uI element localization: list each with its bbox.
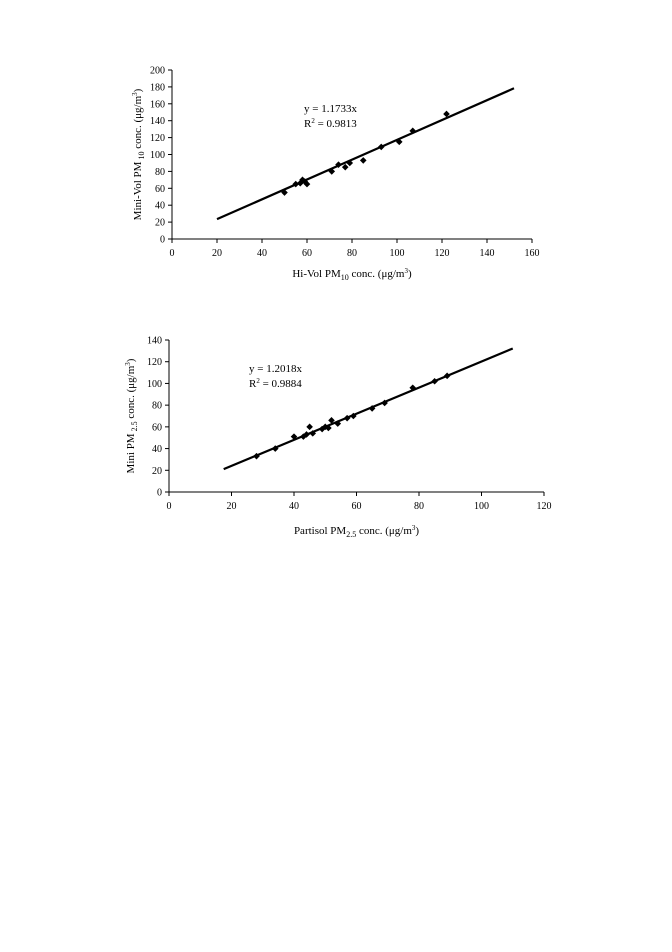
data-point [303, 180, 311, 188]
y-tick-label: 80 [155, 167, 165, 178]
x-tick-label: 100 [474, 501, 489, 512]
chart-pm25-scatter: 0 20 40 60 80 100 120 140 0 20 40 60 80 100 120 y = 1.2… [124, 336, 552, 540]
y-tick-label: 20 [155, 218, 165, 229]
y-axis-label: Mini PM 2.5 conc. (μg/m3) [124, 358, 139, 473]
data-point [328, 417, 335, 424]
data-point [328, 168, 336, 175]
data-point [290, 433, 298, 440]
y-tick-label: 140 [147, 336, 162, 347]
y-tick-label: 120 [150, 133, 165, 144]
x-tick-label: 80 [347, 248, 357, 259]
equation-label: y = 1.1733x [304, 103, 357, 115]
x-tick-label: 80 [414, 501, 424, 512]
data-point [381, 399, 388, 407]
data-point [303, 431, 310, 438]
data-point [335, 161, 342, 168]
x-axis-label: Partisol PM2.5 conc. (μg/m3) [294, 524, 419, 539]
data-point [271, 445, 279, 452]
x-tick-label: 160 [525, 248, 540, 259]
y-tick-label: 160 [150, 99, 165, 110]
x-tick-label: 60 [302, 248, 312, 259]
chart-pm10-scatter: 0 20 40 60 80 100 120 140 160 180 200 0 20 40 60 80 100 1… [131, 66, 540, 283]
data-point [301, 178, 309, 185]
data-point [334, 420, 342, 427]
y-tick-label: 40 [152, 444, 162, 455]
data-point [281, 189, 288, 196]
y-tick-label: 0 [160, 235, 165, 246]
y-tick-label: 200 [150, 66, 165, 77]
data-point [431, 377, 438, 385]
y-tick-label: 100 [147, 379, 162, 390]
y-tick-label: 80 [152, 401, 162, 412]
x-tick-label: 0 [167, 501, 172, 512]
x-tick-label: 120 [435, 248, 450, 259]
trendline [216, 87, 515, 221]
y-tick-label: 20 [152, 466, 162, 477]
y-tick-label: 180 [150, 82, 165, 93]
y-tick-label: 60 [155, 184, 165, 195]
r-squared-label: R2 = 0.9813 [304, 117, 357, 130]
data-point [409, 127, 417, 135]
x-tick-label: 40 [257, 248, 267, 259]
trendline [223, 347, 514, 471]
data-point [377, 143, 385, 151]
equation-label: y = 1.2018x [249, 363, 302, 375]
x-tick-label: 40 [289, 501, 299, 512]
y-tick-label: 140 [150, 116, 165, 127]
data-point [350, 412, 357, 420]
data-point [309, 430, 317, 437]
x-tick-label: 60 [352, 501, 362, 512]
x-tick-label: 120 [537, 501, 552, 512]
x-tick-label: 140 [480, 248, 495, 259]
data-point [292, 180, 300, 188]
x-tick-label: 20 [212, 248, 222, 259]
data-point [325, 424, 332, 432]
r-squared-label: R2 = 0.9884 [249, 377, 302, 390]
y-axis-label: Mini-Vol PM 10 conc. (μg/m3) [131, 88, 146, 220]
x-axis-label: Hi-Vol PM10 conc. (μg/m3) [292, 267, 412, 282]
data-point [341, 163, 349, 171]
y-tick-label: 0 [157, 488, 162, 499]
data-point [443, 110, 450, 118]
data-point [409, 384, 417, 392]
y-tick-label: 40 [155, 201, 165, 212]
x-tick-label: 0 [170, 248, 175, 259]
y-tick-label: 100 [150, 150, 165, 161]
data-point [306, 423, 313, 431]
data-point [395, 138, 403, 146]
y-tick-label: 120 [147, 357, 162, 368]
data-point [359, 157, 367, 164]
data-point [368, 405, 376, 412]
x-tick-label: 20 [227, 501, 237, 512]
data-point [443, 372, 451, 380]
y-tick-label: 60 [152, 422, 162, 433]
data-point [343, 414, 351, 422]
data-point [296, 179, 304, 187]
x-tick-label: 100 [390, 248, 405, 259]
data-point [253, 452, 260, 460]
data-point [346, 159, 354, 167]
